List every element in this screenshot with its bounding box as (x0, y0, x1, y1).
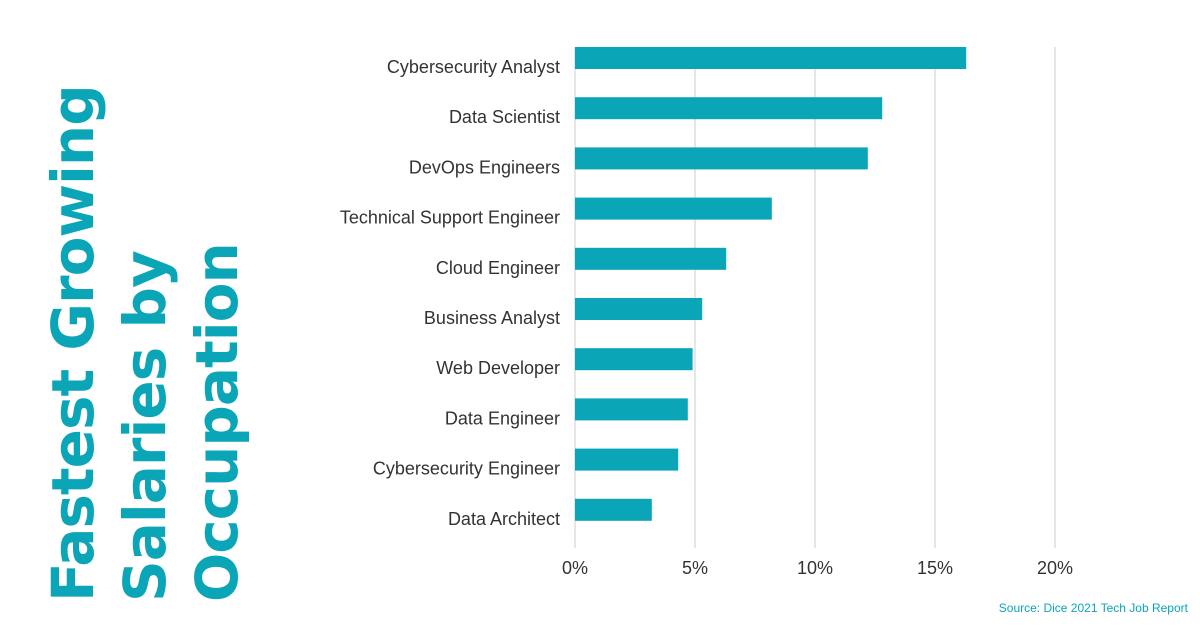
bar-6 (575, 348, 693, 371)
bar-0 (575, 47, 967, 69)
bar-9 (575, 498, 652, 521)
source-note: Source: Dice 2021 Tech Job Report (998, 601, 1188, 615)
bar-2 (575, 147, 868, 170)
x-tick-label-2: 10% (797, 558, 833, 578)
category-label-9: Data Architect (448, 509, 560, 529)
x-tick-label-4: 20% (1037, 558, 1073, 578)
bar-3 (575, 197, 772, 220)
bar-5 (575, 298, 703, 320)
category-label-4: Cloud Engineer (436, 258, 560, 278)
category-labels: Cybersecurity Analyst Data Scientist DevOp… (340, 57, 560, 529)
category-label-8: Cybersecurity Engineer (373, 459, 560, 479)
bar-4 (575, 247, 727, 270)
grid-lines (574, 47, 1056, 548)
bar-1 (575, 97, 883, 120)
bar-8 (575, 448, 679, 471)
x-tick-label-0: 0% (562, 558, 588, 578)
category-label-0: Cybersecurity Analyst (387, 57, 560, 77)
category-label-7: Data Engineer (445, 408, 560, 428)
x-tick-label-3: 15% (917, 558, 953, 578)
bars (575, 47, 967, 521)
category-label-2: DevOps Engineers (409, 157, 560, 177)
category-label-5: Business Analyst (424, 308, 560, 328)
x-axis-tick-labels: 0% 5% 10% 15% 20% (562, 558, 1073, 578)
bar-7 (575, 398, 688, 421)
category-label-3: Technical Support Engineer (340, 208, 560, 228)
category-label-1: Data Scientist (449, 107, 560, 127)
category-label-6: Web Developer (436, 358, 560, 378)
x-tick-label-1: 5% (682, 558, 708, 578)
